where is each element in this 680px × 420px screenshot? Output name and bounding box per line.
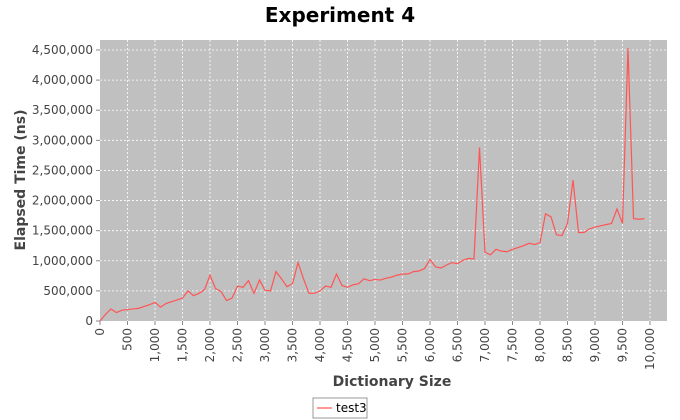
y-tick-label: 3,500,000 [32, 103, 93, 117]
x-axis-label: Dictionary Size [333, 374, 452, 390]
x-tick-label: 1,500 [176, 328, 190, 362]
y-tick-label: 2,500,000 [32, 163, 93, 177]
x-tick-label: 4,000 [313, 328, 327, 362]
x-tick-label: 3,500 [286, 328, 300, 362]
y-tick-label: 0 [85, 314, 93, 328]
x-tick-label: 2,500 [231, 328, 245, 362]
series-layer [99, 48, 645, 322]
grid [100, 40, 667, 321]
y-tick-label: 2,000,000 [32, 194, 93, 208]
x-tick-label: 5,500 [396, 328, 410, 362]
x-tick-label: 4,500 [341, 328, 355, 362]
x-tick-label: 6,500 [451, 328, 465, 362]
x-tick-label: 6,000 [423, 328, 437, 362]
x-tick-label: 0 [93, 328, 107, 336]
legend-label: test3 [336, 401, 367, 415]
legend: test3 [312, 397, 368, 419]
x-tick-label: 8,500 [561, 328, 575, 362]
y-tick-label: 500,000 [43, 284, 93, 298]
x-tick-label: 7,000 [478, 328, 492, 362]
x-axis-ticks: 0 500 1,000 1,500 2,000 2,500 3,000 3,500 4,000 4… [93, 321, 657, 370]
x-tick-label: 5,000 [368, 328, 382, 362]
x-tick-label: 8,000 [533, 328, 547, 362]
y-tick-label: 1,500,000 [32, 224, 93, 238]
x-tick-label: 7,500 [506, 328, 520, 362]
x-tick-label: 1,000 [148, 328, 162, 362]
legend-box [312, 397, 368, 419]
x-tick-label: 10,000 [643, 328, 657, 370]
y-tick-label: 4,500,000 [32, 43, 93, 57]
y-tick-label: 1,000,000 [32, 254, 93, 268]
y-tick-label: 4,000,000 [32, 73, 93, 87]
series-line-test3 [99, 48, 645, 322]
x-tick-label: 3,000 [258, 328, 272, 362]
x-tick-label: 2,000 [203, 328, 217, 362]
y-axis-label: Elapsed Time (ns) [13, 110, 29, 251]
x-tick-label: 9,000 [588, 328, 602, 362]
y-axis-ticks: 0 500,000 1,000,000 1,500,000 2,000,000 2,500… [32, 43, 100, 328]
chart-title: Experiment 4 [265, 3, 415, 27]
x-tick-label: 500 [121, 328, 135, 351]
x-tick-label: 9,500 [616, 328, 630, 362]
y-tick-label: 3,000,000 [32, 133, 93, 147]
